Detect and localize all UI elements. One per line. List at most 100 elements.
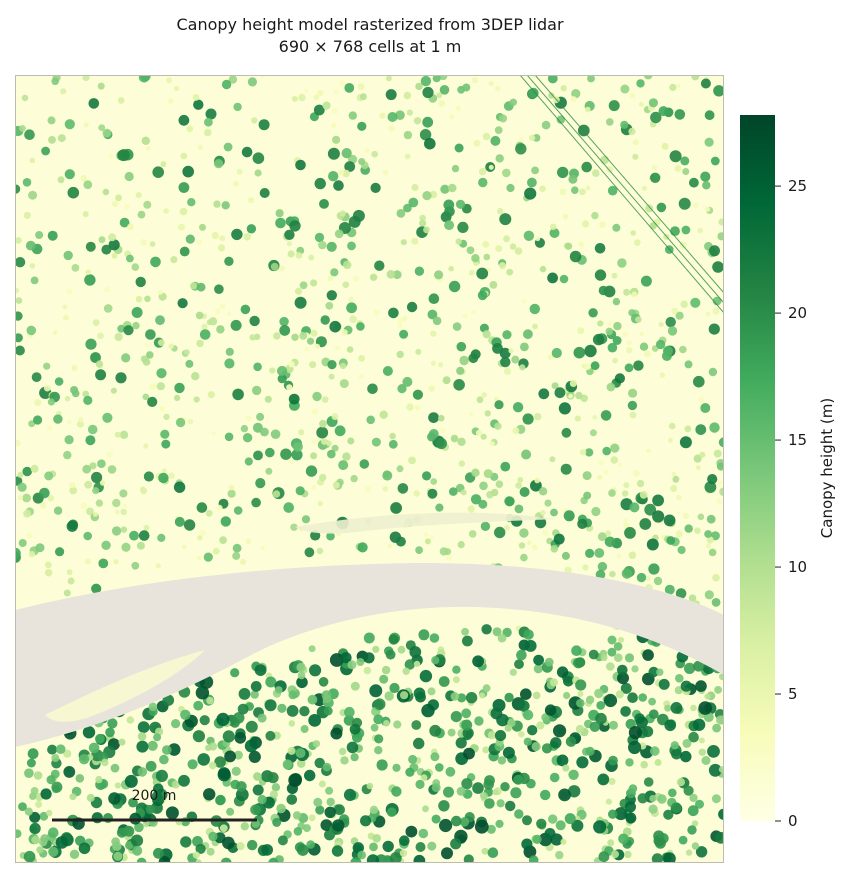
tree-crown xyxy=(178,223,185,231)
tree-crown xyxy=(91,812,103,824)
tree-crown xyxy=(251,819,260,828)
tree-crown xyxy=(233,180,240,187)
tree-crown xyxy=(606,166,614,173)
tree-crown xyxy=(334,229,344,239)
tree-crown xyxy=(413,117,422,125)
tree-crown xyxy=(454,143,464,153)
tree-crown xyxy=(620,120,629,129)
tree-crown xyxy=(216,325,225,334)
tree-crown xyxy=(51,781,63,793)
tree-crown xyxy=(629,411,637,419)
tree-crown xyxy=(288,690,298,700)
tree-crown xyxy=(31,372,42,382)
tree-crown xyxy=(142,393,150,401)
tree-crown xyxy=(308,814,316,822)
tree-crown xyxy=(341,329,348,336)
tree-crown xyxy=(715,715,724,725)
tree-crown xyxy=(277,365,288,377)
tree-crown xyxy=(631,291,638,298)
tree-crown xyxy=(251,497,261,508)
tree-crown xyxy=(225,347,234,356)
tree-crown xyxy=(396,209,406,218)
tree-crown xyxy=(245,720,258,733)
tree-crown xyxy=(54,377,64,386)
tree-crown xyxy=(69,481,76,489)
tree-crown xyxy=(707,745,720,758)
tree-crown xyxy=(365,486,371,493)
tree-crown xyxy=(357,850,367,860)
tree-crown xyxy=(271,783,281,792)
tree-crown xyxy=(593,820,607,834)
tree-crown xyxy=(693,202,699,209)
tree-crown xyxy=(15,257,26,268)
tree-crown xyxy=(152,166,164,178)
tree-crown xyxy=(219,235,226,242)
tree-crown xyxy=(431,656,440,665)
tree-crown xyxy=(350,474,358,483)
tree-crown xyxy=(465,692,478,704)
tree-crown xyxy=(84,274,96,286)
tree-crown xyxy=(718,808,724,820)
tree-crown xyxy=(607,647,617,657)
tree-crown xyxy=(33,415,43,425)
tree-crown xyxy=(531,166,539,175)
tree-crown xyxy=(232,388,244,401)
tree-crown xyxy=(206,847,215,856)
tree-crown xyxy=(144,295,151,303)
tree-crown xyxy=(331,845,344,857)
tree-crown xyxy=(143,471,154,482)
tree-crown xyxy=(592,333,605,346)
tree-crown xyxy=(126,254,134,263)
tree-crown xyxy=(682,738,692,748)
tree-crown xyxy=(532,834,542,845)
tree-crown xyxy=(456,786,466,796)
tree-crown xyxy=(234,732,247,744)
tree-crown xyxy=(383,720,390,727)
tree-crown xyxy=(237,703,249,715)
tree-crown xyxy=(299,332,308,340)
tree-crown xyxy=(447,728,456,737)
tree-crown xyxy=(607,635,617,645)
tree-crown xyxy=(248,750,261,764)
tree-crown xyxy=(599,221,606,228)
tree-crown xyxy=(438,414,445,422)
tree-crown xyxy=(563,691,571,700)
tree-crown xyxy=(372,645,380,653)
tree-crown xyxy=(356,658,365,666)
tree-crown xyxy=(472,782,484,794)
tree-crown xyxy=(656,202,667,213)
tree-crown xyxy=(173,481,186,493)
tree-crown xyxy=(265,447,275,458)
tree-crown xyxy=(492,343,503,354)
tree-crown xyxy=(22,466,32,477)
tree-crown xyxy=(363,652,375,664)
tree-crown xyxy=(697,227,704,234)
tree-crown xyxy=(63,450,72,460)
tree-crown xyxy=(468,411,474,417)
tree-crown xyxy=(719,487,724,496)
tree-crown xyxy=(408,754,418,764)
tree-crown xyxy=(180,152,188,160)
tree-crown xyxy=(542,529,549,536)
tree-crown xyxy=(382,855,393,863)
tree-crown xyxy=(685,849,693,856)
tree-crown xyxy=(171,780,180,789)
tree-crown xyxy=(224,750,237,763)
tree-crown xyxy=(105,727,115,738)
tree-crown xyxy=(18,802,27,811)
tree-crown xyxy=(708,548,717,557)
tree-crown xyxy=(563,676,574,687)
tree-crown xyxy=(462,83,471,92)
tree-crown xyxy=(591,211,599,220)
tree-crown xyxy=(576,698,585,708)
tree-crown xyxy=(196,502,208,513)
tree-crown xyxy=(130,834,144,847)
tree-crown xyxy=(683,513,690,520)
tree-crown xyxy=(612,297,621,306)
tree-crown xyxy=(668,788,677,798)
tree-crown xyxy=(397,317,404,324)
tree-crown xyxy=(617,258,627,268)
tree-crown xyxy=(505,800,516,812)
tree-crown xyxy=(312,740,321,748)
tree-crown xyxy=(182,165,194,178)
